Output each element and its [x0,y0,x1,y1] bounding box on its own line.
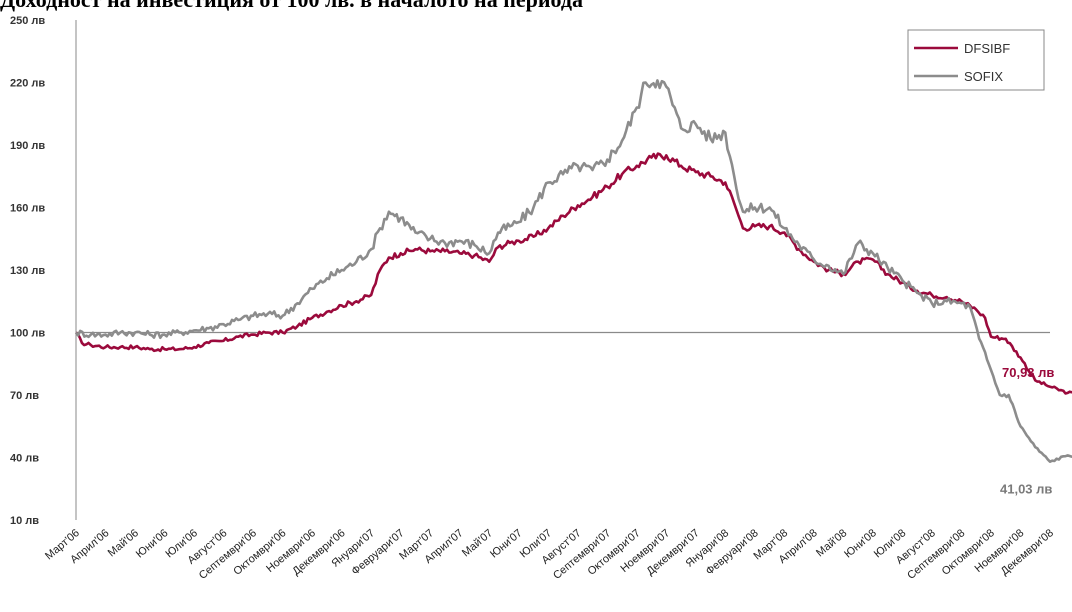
y-tick-label: 160 лв [10,203,45,215]
y-tick-label: 10 лв [10,515,39,527]
x-tick-label: Юни'08 [842,527,879,560]
x-tick-labels: Март'06Април'06Май'06Юни'06Юли'06Август'… [43,527,1056,582]
x-tick-label: Декември'08 [999,527,1056,578]
x-tick-label: Юни'07 [488,527,525,560]
end-labels: 70,93 лв 41,03 лв [1000,365,1054,496]
y-tick-label: 100 лв [10,328,45,340]
chart-title: Доходност на инвестиция от 100 лв. в нач… [0,0,1072,13]
end-label-dfsibf: 70,93 лв [1002,365,1054,380]
series-line-sofix [74,79,1072,463]
x-tick-label: Юни'06 [134,527,171,560]
legend-label-dfsibf: DFSIBF [964,41,1010,56]
series-lines [74,79,1072,463]
legend-label-sofix: SOFIX [964,69,1003,84]
y-tick-labels: 10 лв 40 лв 70 лв 100 лв 130 лв 160 лв 190 лв 2… [10,15,45,527]
legend-box [907,29,1045,91]
y-tick-label: 250 лв [10,15,45,27]
series-line-dfsibf [75,152,1072,395]
y-tick-label: 220 лв [10,78,45,90]
y-tick-label: 40 лв [10,453,39,465]
y-tick-label: 190 лв [10,140,45,152]
end-label-sofix: 41,03 лв [1000,481,1052,496]
y-tick-label: 70 лв [10,390,39,402]
legend: DFSIBF SOFIX [907,29,1045,91]
y-tick-label: 130 лв [10,265,45,277]
